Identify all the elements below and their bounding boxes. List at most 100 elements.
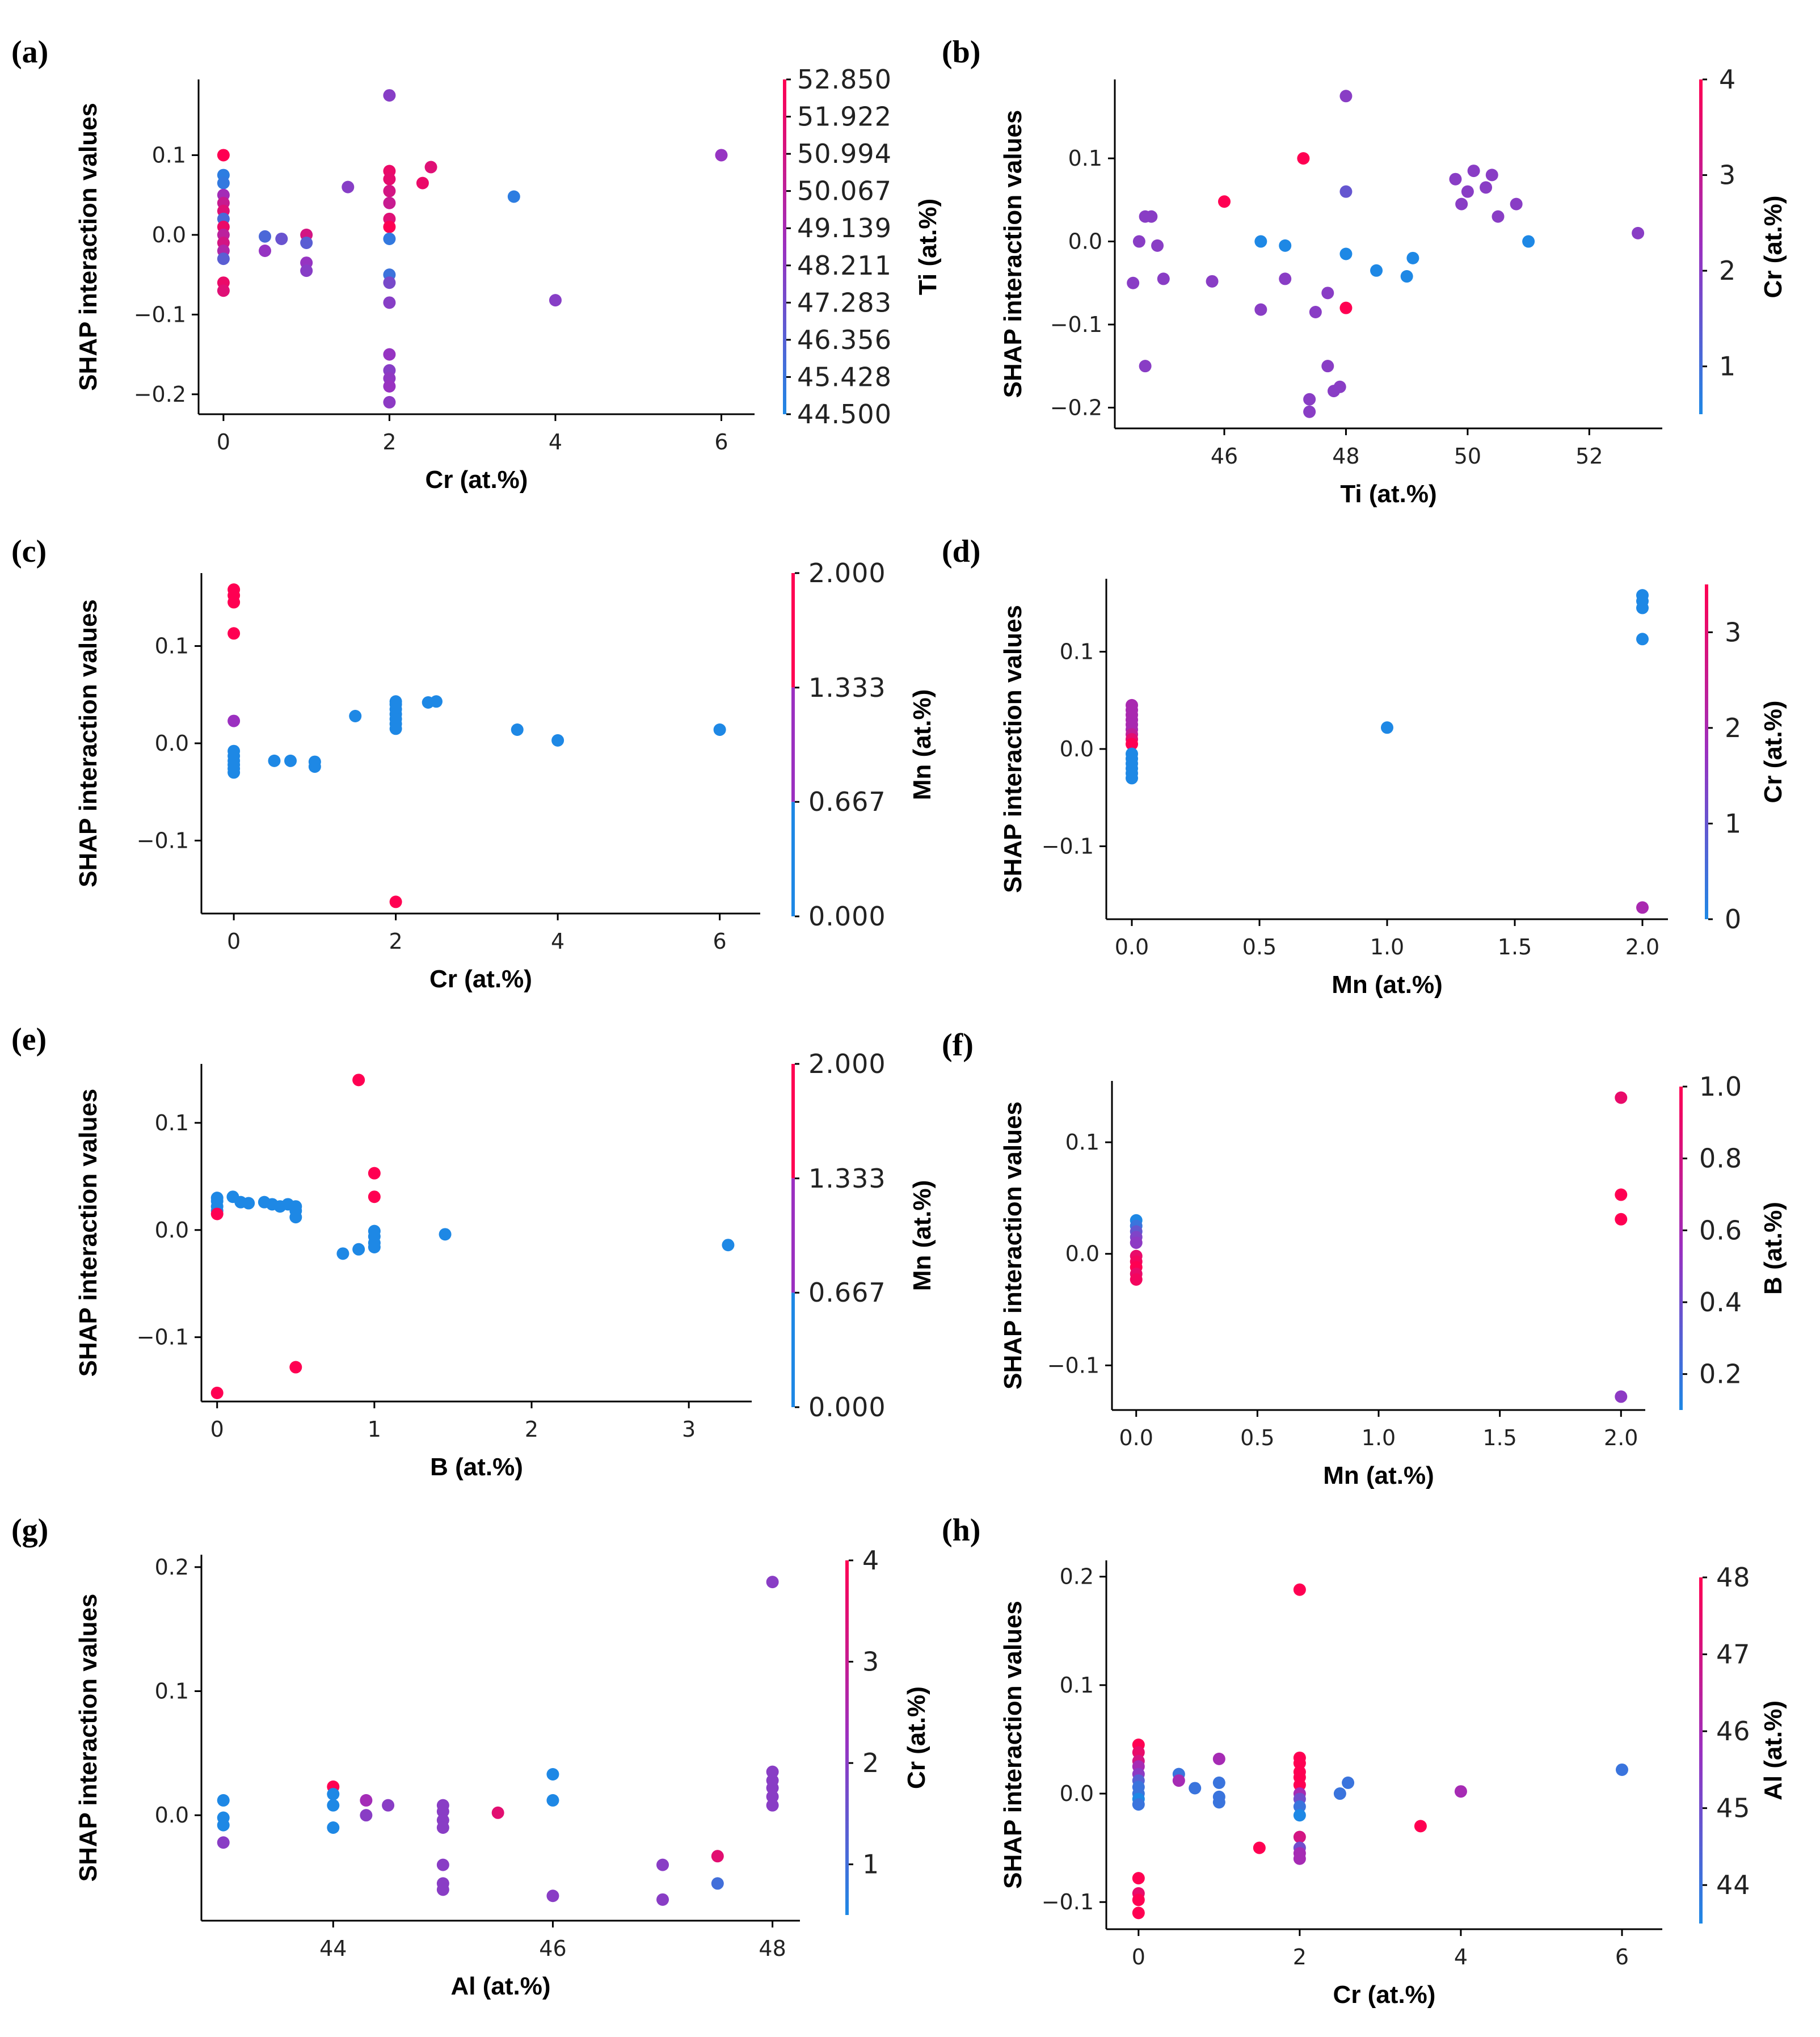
- colorbar-tick-label: 52.850: [797, 64, 892, 95]
- colorbar-tick-label: 3: [1725, 617, 1742, 647]
- colorbar-segment: [791, 573, 795, 688]
- data-point: [711, 1877, 724, 1890]
- colorbar-tick-label: 0.667: [808, 1277, 886, 1308]
- data-point: [1615, 1188, 1628, 1201]
- x-tick-label: 1.0: [1362, 1425, 1396, 1450]
- data-point: [368, 1167, 381, 1180]
- panel-label: (c): [11, 534, 47, 569]
- data-point: [217, 284, 230, 297]
- colorbar-label: B (at.%): [1759, 1202, 1787, 1295]
- data-point: [1339, 185, 1353, 198]
- y-axis-label: SHAP interaction values: [999, 1601, 1027, 1889]
- data-point: [360, 1794, 373, 1807]
- colorbar-label: Cr (at.%): [1759, 701, 1787, 803]
- panel-e: (e) 0 1 2 3 −0.1 0.0 0.1 B (at.%) SHAP interactio…: [11, 1022, 936, 1481]
- data-point: [228, 627, 241, 640]
- colorbar-tick-label: 0: [1725, 904, 1742, 935]
- data-point: [383, 89, 396, 102]
- colorbar-tick-label: 46.356: [797, 325, 892, 355]
- x-tick-label: 2: [389, 929, 403, 954]
- colorbar-tick-label: 1: [862, 1849, 879, 1880]
- colorbar-tick-label: 4: [1719, 64, 1736, 95]
- x-tick-label: 0.0: [1119, 1425, 1153, 1450]
- data-point: [1132, 1746, 1145, 1759]
- data-point: [1321, 360, 1334, 373]
- x-tick-label: 4: [1454, 1945, 1468, 1969]
- colorbar-tick-label: 2: [1725, 713, 1742, 743]
- x-tick-label: 6: [714, 430, 728, 454]
- x-tick-label: 52: [1575, 444, 1603, 469]
- x-tick-label: 46: [539, 1936, 566, 1961]
- colorbar-tick-label: 1.333: [808, 1163, 886, 1194]
- colorbar-tick-label: 1: [1719, 351, 1736, 382]
- data-point: [327, 1821, 340, 1834]
- data-point: [1212, 1752, 1225, 1765]
- data-point: [1339, 301, 1353, 314]
- data-point: [424, 161, 437, 174]
- data-point: [300, 264, 313, 277]
- colorbar-tick-label: 44.500: [797, 399, 892, 430]
- colorbar-label: Mn (at.%): [908, 1180, 936, 1291]
- y-tick-label: 0.0: [152, 222, 186, 247]
- data-point: [436, 1821, 449, 1834]
- data-point: [549, 294, 562, 307]
- colorbar-tick-label: 4: [862, 1545, 879, 1576]
- data-point: [382, 1799, 395, 1812]
- colorbar-tick-label: 49.139: [797, 213, 892, 243]
- data-point: [368, 1190, 381, 1203]
- data-point: [715, 149, 728, 162]
- x-tick-label: 1.5: [1482, 1425, 1516, 1450]
- colorbar: [1699, 1577, 1703, 1924]
- colorbar-tick-label: 1: [1725, 808, 1742, 839]
- data-point: [342, 180, 355, 193]
- x-axis-label: B (at.%): [430, 1453, 523, 1481]
- y-tick-label: 0.1: [1065, 1130, 1099, 1155]
- data-point: [1492, 210, 1505, 223]
- colorbar-tick-label: 48.211: [797, 250, 892, 281]
- y-axis-label: SHAP interaction values: [74, 1089, 102, 1377]
- data-point: [429, 695, 443, 708]
- y-tick-label: 0.2: [1060, 1564, 1094, 1589]
- data-point: [217, 252, 230, 266]
- data-point: [268, 754, 281, 767]
- x-axis-label: Mn (at.%): [1332, 971, 1443, 999]
- data-point: [1522, 235, 1535, 248]
- panel-a: (a) 0 2 4 6 −0.2 −0.1 0.0 0.1 Cr (at.%) SHAP inter…: [11, 35, 942, 494]
- y-tick-label: −0.1: [1042, 834, 1094, 858]
- data-point: [1381, 721, 1393, 734]
- data-point: [383, 172, 396, 186]
- colorbar-tick-label: 0.000: [808, 1392, 886, 1422]
- x-tick-label: 3: [682, 1417, 696, 1442]
- y-tick-label: −0.1: [1042, 1889, 1094, 1914]
- data-point: [546, 1794, 559, 1807]
- y-tick-label: −0.1: [137, 1325, 189, 1350]
- data-point: [1406, 251, 1419, 264]
- y-axis-label: SHAP interaction values: [999, 1101, 1027, 1390]
- data-point: [711, 1850, 724, 1863]
- y-tick-label: 0.1: [155, 1110, 189, 1135]
- colorbar-segment: [791, 1064, 795, 1179]
- data-point: [389, 895, 402, 908]
- data-point: [1454, 1785, 1467, 1798]
- data-point: [1303, 405, 1316, 418]
- data-point: [1132, 235, 1145, 248]
- data-point: [1127, 276, 1140, 289]
- data-point: [1132, 1893, 1145, 1906]
- data-point: [308, 760, 321, 773]
- panel-b: (b) 46 48 50 52 −0.2 −0.1 0.0 0.1 Ti (at.%) SHAP i…: [942, 35, 1787, 508]
- data-point: [1126, 772, 1138, 785]
- panel-d: (d) 0.0 0.5 1.0 1.5 2.0 −0.1 0.0 0.1 Mn (at.%) SHA…: [942, 534, 1787, 999]
- data-point: [1293, 1809, 1306, 1822]
- data-point: [259, 230, 272, 243]
- colorbar: [1699, 79, 1703, 414]
- data-point: [551, 734, 564, 747]
- panel-label: (a): [11, 35, 48, 70]
- data-point: [383, 395, 396, 409]
- colorbar-tick-label: 51.922: [797, 102, 892, 132]
- data-point: [436, 1858, 449, 1871]
- y-tick-label: 0.0: [1065, 1241, 1099, 1266]
- data-point: [1139, 360, 1152, 373]
- data-point: [349, 710, 362, 722]
- y-tick-label: 0.0: [155, 1218, 189, 1243]
